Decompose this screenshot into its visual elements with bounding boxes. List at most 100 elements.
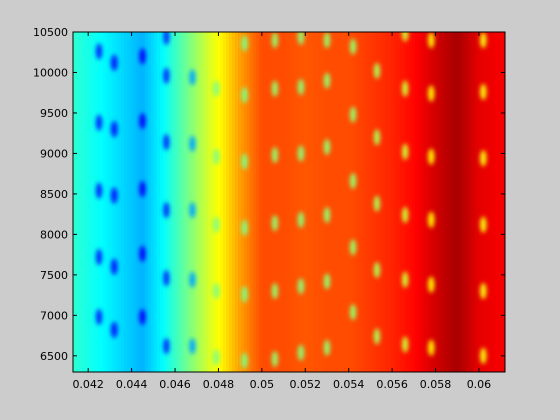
heatmap-spot (480, 283, 487, 300)
heatmap-column (262, 32, 266, 372)
heatmap-spot (271, 351, 279, 368)
heatmap-spot (163, 67, 170, 84)
heatmap-spot (139, 113, 146, 130)
heatmap-spot (401, 271, 409, 288)
heatmap-column (352, 32, 356, 372)
heatmap-spot (163, 338, 170, 355)
heatmap-spot (213, 349, 220, 366)
heatmap-column (421, 32, 425, 372)
heatmap-column (382, 32, 386, 372)
heatmap-column (295, 32, 299, 372)
y-tick-label: 8000 (40, 228, 68, 241)
heatmap-column (163, 32, 167, 372)
heatmap-spot (401, 336, 409, 353)
heatmap-column (175, 32, 179, 372)
heatmap-column (445, 32, 449, 372)
heatmap-column (400, 32, 404, 372)
heatmap-column (484, 32, 488, 372)
heatmap-column (454, 32, 458, 372)
heatmap-column (151, 32, 155, 372)
heatmap-column (280, 32, 284, 372)
heatmap-column (220, 32, 224, 372)
y-tick-label: 7500 (40, 269, 68, 282)
heatmap-column (298, 32, 302, 372)
heatmap-spot (189, 135, 196, 152)
heatmap-spot (401, 80, 409, 97)
heatmap-column (79, 32, 83, 372)
heatmap-column (157, 32, 161, 372)
heatmap-column (319, 32, 323, 372)
heatmap-column (226, 32, 230, 372)
heatmap-column (349, 32, 353, 372)
heatmap-column (286, 32, 290, 372)
heatmap-spot (241, 352, 248, 369)
heatmap-spot (323, 206, 331, 223)
heatmap-column (451, 32, 455, 372)
heatmap-column (391, 32, 395, 372)
heatmap-spot (297, 278, 305, 295)
heatmap-column (358, 32, 362, 372)
heatmap-column (331, 32, 335, 372)
heatmap-spot (271, 80, 279, 97)
heatmap-spot (111, 121, 118, 138)
heatmap-column (307, 32, 311, 372)
heatmap-column (316, 32, 320, 372)
y-tick-label: 8500 (40, 188, 68, 201)
heatmap-column (406, 32, 410, 372)
heatmap-spot (349, 239, 357, 256)
heatmap-column (490, 32, 494, 372)
heatmap-column (127, 32, 131, 372)
heatmap-column (223, 32, 227, 372)
heatmap-column (325, 32, 329, 372)
heatmap-spot (427, 32, 435, 49)
y-tick-label: 9500 (40, 107, 68, 120)
heatmap-column (328, 32, 332, 372)
y-axis: 6500 7000 7500 8000 8500 9000 9500 10000 10500 (33, 26, 505, 363)
heatmap-spot (480, 150, 487, 167)
heatmap-spot (241, 87, 248, 104)
heatmap-column (370, 32, 374, 372)
heatmap-spot (271, 283, 279, 300)
heatmap-spot (95, 43, 103, 60)
heatmap-column (343, 32, 347, 372)
heatmap-spot (139, 245, 146, 262)
heatmap-column (202, 32, 206, 372)
heatmap-column (478, 32, 482, 372)
heatmap-column (361, 32, 365, 372)
heatmap-column (247, 32, 251, 372)
x-tick-label: 0.056 (376, 378, 408, 391)
heatmap-column (496, 32, 500, 372)
plot-area (73, 32, 505, 372)
heatmap-spot (480, 83, 487, 100)
x-tick-label: 0.046 (159, 378, 191, 391)
heatmap-column (136, 32, 140, 372)
heatmap-column (274, 32, 278, 372)
heatmap-spot (213, 80, 220, 97)
heatmap-column (424, 32, 428, 372)
heatmap-spot (401, 32, 409, 42)
heatmap-column (346, 32, 350, 372)
heatmap-column (115, 32, 119, 372)
heatmap-column (397, 32, 401, 372)
heatmap-column (232, 32, 236, 372)
heatmap-spot (241, 219, 248, 236)
x-tick-label: 0.06 (467, 378, 492, 391)
heatmap-column (310, 32, 314, 372)
heatmap-column (244, 32, 248, 372)
heatmap-column (436, 32, 440, 372)
heatmap-column (409, 32, 413, 372)
heatmap-spot (373, 328, 381, 345)
heatmap-spot (349, 304, 357, 321)
heatmap-spot (241, 153, 248, 170)
heatmap-column (265, 32, 269, 372)
heatmap-spot (213, 216, 220, 233)
heatmap-spot (323, 273, 331, 290)
heatmap-column (268, 32, 272, 372)
y-tick-label: 10000 (33, 66, 68, 79)
heatmap-column (292, 32, 296, 372)
heatmap-column (178, 32, 182, 372)
heatmap-column (181, 32, 185, 372)
heatmap-column (160, 32, 164, 372)
heatmap-column (289, 32, 293, 372)
